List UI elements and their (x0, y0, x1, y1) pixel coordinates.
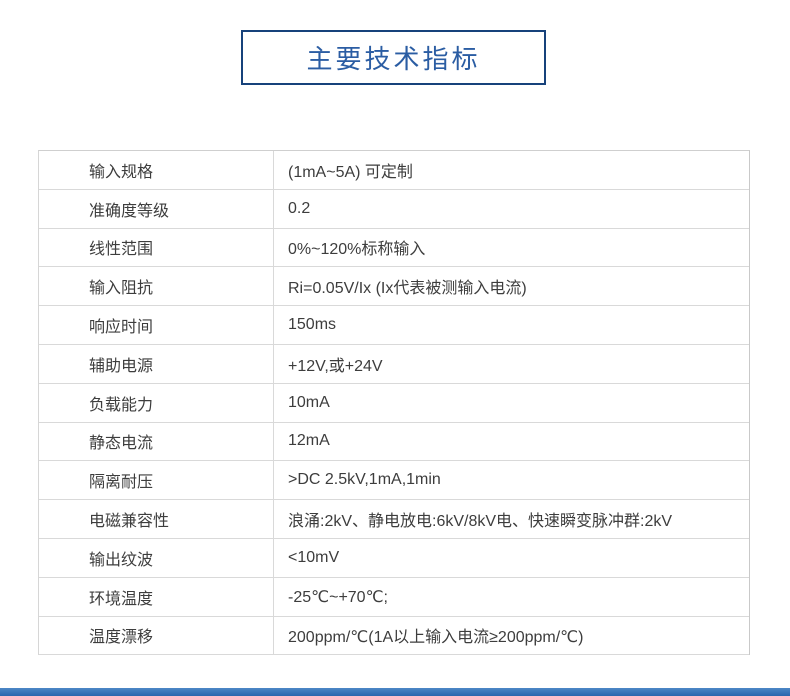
spec-value: 0.2 (288, 199, 311, 217)
table-row: 输入规格 (1mA~5A) 可定制 (39, 151, 749, 190)
table-row: 环境温度 -25℃~+70℃; (39, 577, 749, 617)
spec-label: 准确度等级 (39, 189, 274, 228)
spec-label: 输出纹波 (39, 538, 274, 577)
spec-label: 电磁兼容性 (39, 500, 274, 538)
spec-value: 12mA (288, 432, 330, 450)
spec-value: +12V,或+24V (288, 357, 383, 375)
spec-value: 200ppm/℃(1A以上输入电流≥200ppm/℃) (288, 629, 584, 647)
spec-value: -25℃~+70℃; (288, 588, 388, 606)
table-row: 静态电流 12mA (39, 422, 749, 462)
table-row: 响应时间 150ms (39, 306, 749, 345)
spec-value: Ri=0.05V/Ix (Ix代表被测输入电流) (288, 280, 527, 298)
table-row: 电磁兼容性 浪涌:2kV、静电放电:6kV/8kV电、快速瞬变脉冲群:2kV (39, 500, 749, 539)
table-row: 隔离耐压 >DC 2.5kV,1mA,1min (39, 461, 749, 501)
spec-table: 输入规格 (1mA~5A) 可定制 准确度等级 0.2 线性范围 0%~120%标称输入输… (38, 150, 750, 656)
table-row: 辅助电源 +12V,或+24V (39, 344, 749, 384)
spec-label: 静态电流 (39, 422, 274, 461)
spec-value: (1mA~5A) 可定制 (288, 163, 413, 181)
spec-label: 输入规格 (39, 151, 274, 189)
table-row: 温度漂移 200ppm/℃(1A以上输入电流≥200ppm/℃) (39, 616, 749, 656)
spec-value: 浪涌:2kV、静电放电:6kV/8kV电、快速瞬变脉冲群:2kV (288, 513, 673, 531)
spec-value: 150ms (288, 316, 337, 334)
spec-label: 环境温度 (39, 577, 274, 616)
table-row: 输出纹波 <10mV (39, 538, 749, 578)
table-row: 负载能力 10mA (39, 383, 749, 423)
spec-label: 负载能力 (39, 383, 274, 422)
page-title: 主要技术指标 (306, 44, 481, 74)
spec-label: 输入阻抗 (39, 267, 274, 306)
spec-value: 0%~120%标称输入 (288, 241, 426, 259)
spec-label: 线性范围 (39, 228, 274, 267)
spec-value: <10mV (288, 548, 340, 566)
spec-label: 温度漂移 (39, 616, 274, 655)
section-title-box: 主要技术指标 (241, 30, 546, 85)
bottom-accent-bar (0, 688, 790, 696)
spec-label: 隔离耐压 (39, 461, 274, 500)
spec-label: 辅助电源 (39, 344, 274, 383)
spec-value: >DC 2.5kV,1mA,1min (288, 471, 441, 489)
spec-label: 响应时间 (39, 306, 274, 344)
table-row: 线性范围 0%~120%标称输入 (39, 228, 749, 268)
table-row: 准确度等级 0.2 (39, 189, 749, 229)
table-row: 输入阻抗 Ri=0.05V/Ix (Ix代表被测输入电流) (39, 267, 749, 307)
spec-value: 10mA (288, 393, 330, 411)
